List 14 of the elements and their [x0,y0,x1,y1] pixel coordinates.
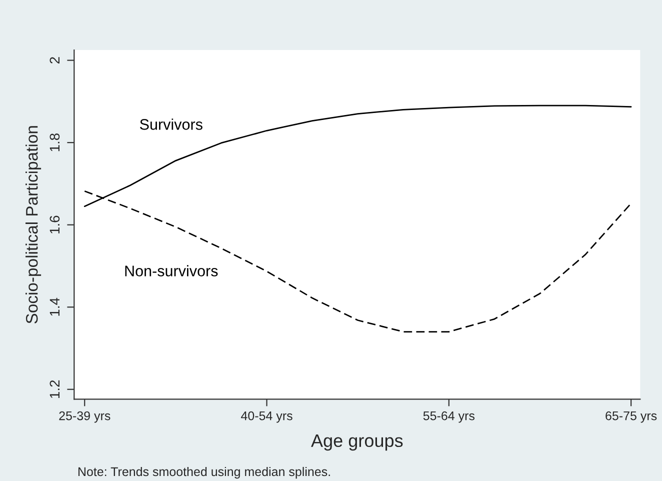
x-axis-title: Age groups [311,434,403,451]
y-tick-label: 2 [50,57,60,64]
x-tick-label: 55-64 yrs [423,411,475,423]
x-tick-label: 25-39 yrs [59,411,110,423]
y-tick-label: 1.6 [50,216,60,234]
text: Note: Trends smoothed using median splines. [78,466,330,479]
series-label: Non-survivors [125,265,218,276]
series-label: Survivors [140,118,202,130]
x-tick-label: 65-75 yrs [606,411,657,423]
x-tick-label: 40-54 yrs [240,411,292,423]
y-axis-title: Socio-political Participation [26,126,42,324]
y-tick-label: 1.4 [50,298,60,316]
y-tick-label: 1.8 [50,134,60,152]
y-tick-label: 1.2 [50,380,60,398]
